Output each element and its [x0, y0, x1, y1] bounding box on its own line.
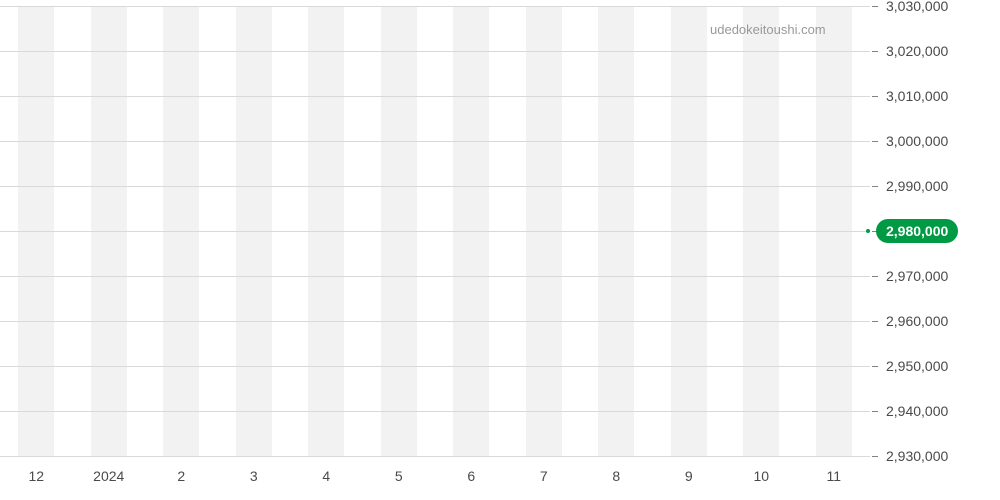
y-axis-label: 2,950,000 — [886, 358, 948, 374]
plot-area — [0, 6, 870, 456]
y-axis-label: 2,960,000 — [886, 313, 948, 329]
y-tick — [872, 141, 878, 142]
gridline — [0, 6, 870, 7]
x-axis-label: 4 — [322, 468, 330, 484]
x-axis-label: 6 — [467, 468, 475, 484]
y-axis-label: 3,030,000 — [886, 0, 948, 14]
y-axis-label: 2,970,000 — [886, 268, 948, 284]
y-tick — [872, 276, 878, 277]
y-tick — [872, 366, 878, 367]
gridline — [0, 276, 870, 277]
current-price-dot — [866, 229, 870, 233]
x-axis-label: 2 — [177, 468, 185, 484]
y-tick — [872, 456, 878, 457]
y-axis-label: 3,010,000 — [886, 88, 948, 104]
gridline — [0, 321, 870, 322]
gridline — [0, 96, 870, 97]
y-tick — [872, 51, 878, 52]
y-axis-label: 3,020,000 — [886, 43, 948, 59]
y-tick — [872, 96, 878, 97]
y-axis-label: 2,990,000 — [886, 178, 948, 194]
y-tick — [872, 411, 878, 412]
gridline — [0, 411, 870, 412]
watermark: udedokeitoushi.com — [710, 22, 826, 37]
gridline — [0, 456, 870, 457]
y-axis-label: 2,940,000 — [886, 403, 948, 419]
x-axis-label: 5 — [395, 468, 403, 484]
x-axis-label: 3 — [250, 468, 258, 484]
x-axis-label: 11 — [826, 468, 841, 484]
y-tick — [872, 6, 878, 7]
current-price-badge: 2,980,000 — [876, 219, 958, 243]
x-axis-label: 2024 — [93, 468, 124, 484]
y-axis-label: 2,930,000 — [886, 448, 948, 464]
y-tick — [872, 321, 878, 322]
gridline — [0, 141, 870, 142]
x-axis-label: 12 — [28, 468, 44, 484]
y-tick — [872, 186, 878, 187]
price-chart: 3,030,000 3,020,000 3,010,000 3,000,000 2,99… — [0, 0, 1000, 500]
x-axis-label: 10 — [753, 468, 769, 484]
x-axis-label: 7 — [540, 468, 548, 484]
gridline — [0, 186, 870, 187]
x-axis-label: 8 — [612, 468, 620, 484]
y-axis-label: 3,000,000 — [886, 133, 948, 149]
x-axis-label: 9 — [685, 468, 693, 484]
gridline — [0, 366, 870, 367]
gridline — [0, 51, 870, 52]
gridline — [0, 231, 870, 232]
